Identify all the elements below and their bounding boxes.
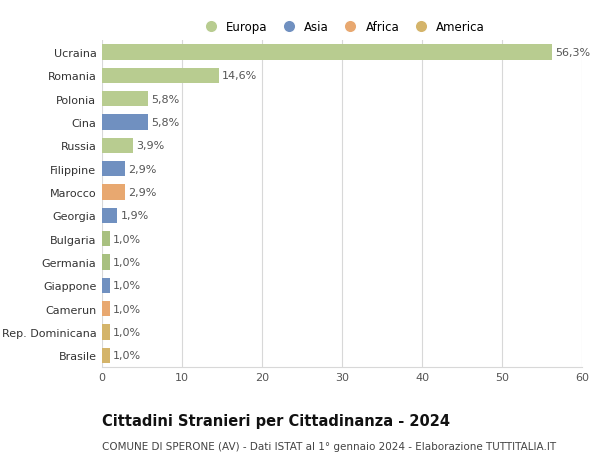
Text: 5,8%: 5,8%: [152, 95, 180, 105]
Text: 56,3%: 56,3%: [556, 48, 591, 58]
Bar: [102, 45, 553, 61]
Bar: [102, 92, 148, 107]
Text: 14,6%: 14,6%: [222, 71, 257, 81]
Text: 5,8%: 5,8%: [152, 118, 180, 128]
Bar: [102, 232, 110, 247]
Bar: [102, 139, 133, 154]
Text: 3,9%: 3,9%: [136, 141, 164, 151]
Bar: [102, 69, 219, 84]
Bar: [102, 325, 110, 340]
Legend: Europa, Asia, Africa, America: Europa, Asia, Africa, America: [199, 21, 485, 34]
Text: 1,0%: 1,0%: [113, 327, 142, 337]
Bar: [102, 185, 125, 200]
Text: 1,0%: 1,0%: [113, 351, 142, 361]
Bar: [102, 208, 117, 224]
Text: COMUNE DI SPERONE (AV) - Dati ISTAT al 1° gennaio 2024 - Elaborazione TUTTITALIA: COMUNE DI SPERONE (AV) - Dati ISTAT al 1…: [102, 441, 556, 451]
Text: Cittadini Stranieri per Cittadinanza - 2024: Cittadini Stranieri per Cittadinanza - 2…: [102, 413, 450, 428]
Text: 1,0%: 1,0%: [113, 304, 142, 314]
Text: 1,0%: 1,0%: [113, 257, 142, 268]
Bar: [102, 348, 110, 363]
Bar: [102, 255, 110, 270]
Bar: [102, 302, 110, 317]
Text: 2,9%: 2,9%: [128, 188, 157, 198]
Text: 1,0%: 1,0%: [113, 281, 142, 291]
Text: 1,9%: 1,9%: [121, 211, 149, 221]
Text: 1,0%: 1,0%: [113, 234, 142, 244]
Bar: [102, 278, 110, 293]
Bar: [102, 162, 125, 177]
Bar: [102, 115, 148, 130]
Text: 2,9%: 2,9%: [128, 164, 157, 174]
